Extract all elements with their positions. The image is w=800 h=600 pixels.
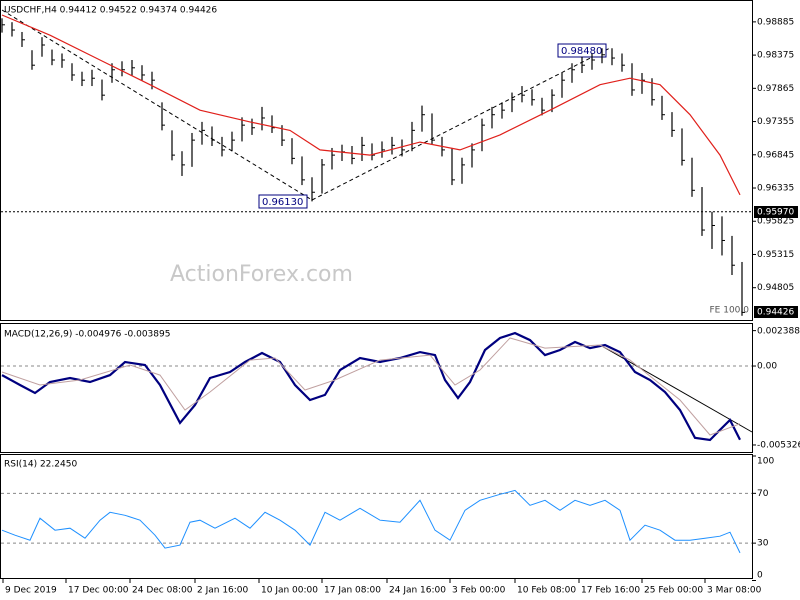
x-tick-label: 10 Jan 00:00 [261,586,318,596]
x-tick-label: 17 Feb 16:00 [581,586,640,596]
level-label: 0.95970 [757,208,794,218]
rsi-panel [0,454,753,579]
macd-panel [0,323,753,453]
last-price-label: 0.94426 [757,308,794,318]
x-tick-label: 9 Dec 2019 [5,586,57,596]
y-tick-label: 0.98885 [757,17,794,27]
x-tick-label: 2 Jan 16:00 [197,586,249,596]
y-tick-label: 0.97865 [757,84,794,94]
y-tick-label: 0.98375 [757,51,794,61]
x-tick-label: 10 Feb 08:00 [517,586,576,596]
x-tick-label: 24 Jan 16:00 [389,586,446,596]
annotation: 0.96130 [262,197,303,208]
y-tick-label: 100 [757,457,774,467]
y-tick-label: 30 [757,539,769,549]
line [1,331,741,442]
panel-title: USDCHF,H4 0.94412 0.94522 0.94374 0.9442… [4,6,217,16]
annotation-box [258,194,308,209]
level-label-box [754,206,798,218]
x-tick-label: 17 Dec 00:00 [68,586,129,596]
panel-title: MACD(12,26,9) -0.004976 -0.003895 [4,330,170,340]
line [1,14,741,196]
x-tick-label: 17 Jan 08:00 [324,586,381,596]
y-tick-label: 0.002388 [757,327,800,337]
y-tick-label: 0 [757,571,763,581]
y-tick-label: -0.005326 [757,440,800,450]
y-tick-label: 70 [757,489,769,499]
y-tick-label: 0.96335 [757,184,794,194]
line [1,337,741,436]
x-tick-label: 3 Mar 08:00 [707,586,762,596]
x-tick-label: 3 Feb 00:00 [452,586,506,596]
panel-title: RSI(14) 22.2450 [4,460,77,470]
y-tick-label: 0.96845 [757,150,794,160]
x-tick-label: 24 Dec 08:00 [132,586,193,596]
line [1,489,741,554]
annotation: FE 100.0 [710,306,750,316]
y-tick-label: 0.95315 [757,250,794,260]
x-tick-label: 25 Feb 00:00 [644,586,703,596]
price-panel [0,0,753,321]
y-tick-label: 0.00 [757,362,777,372]
last-price-box [754,306,798,318]
y-tick-label: 0.95825 [757,217,794,227]
y-tick-label: 0.97355 [757,117,794,127]
watermark: ActionForex.com [170,262,353,287]
trend-line [1,9,313,201]
annotation: 0.98480 [561,46,602,57]
y-tick-label: 0.94805 [757,283,794,293]
